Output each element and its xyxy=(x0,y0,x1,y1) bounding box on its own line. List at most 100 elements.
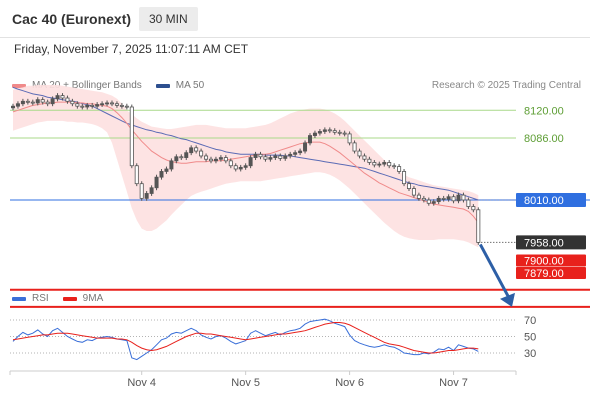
price-levels-layer xyxy=(10,109,590,308)
timeframe-button[interactable]: 30 MIN xyxy=(139,7,198,31)
price-legend: MA 20 + Bollinger Bands MA 50 xyxy=(12,80,218,91)
legend-9ma-label: 9MA xyxy=(82,293,104,304)
ma50-swatch xyxy=(155,83,170,88)
candle-body xyxy=(416,194,421,199)
candle-body xyxy=(213,158,218,162)
candle-body xyxy=(357,150,362,157)
candle-body xyxy=(263,156,268,160)
forecast-layer xyxy=(478,243,515,307)
candle-body xyxy=(139,183,144,199)
candle-body xyxy=(60,95,65,99)
candle-body xyxy=(258,153,263,158)
candle-body xyxy=(387,162,392,167)
candle-body xyxy=(90,104,95,107)
candle-body xyxy=(436,197,441,203)
candle-body xyxy=(342,132,347,135)
candle-body xyxy=(377,163,382,166)
candle-body xyxy=(85,104,90,108)
candle-body xyxy=(154,176,159,189)
candle-body xyxy=(322,129,327,132)
price-label-8010.00: 8010.00 xyxy=(524,195,564,207)
x-tick-label: Nov 6 xyxy=(335,377,364,389)
candle-body xyxy=(273,155,278,158)
candle-body xyxy=(149,187,154,194)
candle-body xyxy=(95,104,100,107)
candle-body xyxy=(367,158,372,163)
instrument-title: Cac 40 (Euronext) xyxy=(12,11,132,27)
x-axis: Nov 4 Nov 5 Nov 6 Nov 7 xyxy=(9,370,517,389)
candle-body xyxy=(293,152,298,155)
candle-body xyxy=(169,160,174,170)
candle-body xyxy=(471,206,476,211)
candle-body xyxy=(392,165,397,168)
candle-body xyxy=(110,102,115,105)
candle-body xyxy=(208,158,213,162)
candle-body xyxy=(30,101,35,104)
candle-body xyxy=(461,194,466,201)
candle-body xyxy=(184,152,189,158)
legend-item-rsi: RSI xyxy=(12,293,49,304)
candle-body xyxy=(20,100,25,105)
candle-body xyxy=(451,196,456,202)
price-tag-8010.00 xyxy=(516,193,586,207)
price-label-8086.00: 8086.00 xyxy=(524,133,564,145)
candle-body xyxy=(105,102,110,105)
candle-body xyxy=(228,160,233,167)
price-tag-7958.00 xyxy=(516,235,586,250)
rsi-swatch xyxy=(12,296,26,301)
candle-body xyxy=(317,131,322,134)
candle-body xyxy=(248,157,253,167)
candle-body xyxy=(312,132,317,136)
candle-body xyxy=(70,100,75,105)
candle-body xyxy=(406,183,411,189)
rsi-level-label-30: 30 xyxy=(524,348,536,360)
candle-body xyxy=(426,199,431,204)
candle-body xyxy=(402,171,407,185)
rsi-legend: RSI 9MA xyxy=(12,293,117,304)
price-label-8120.00: 8120.00 xyxy=(524,105,564,117)
price-tag-7900.00 xyxy=(516,254,586,267)
candle-body xyxy=(223,157,228,162)
candle-body xyxy=(307,135,312,144)
candles-layer xyxy=(10,93,481,245)
candle-body xyxy=(174,156,179,162)
legend-item-9ma: 9MA xyxy=(62,293,104,304)
candle-body xyxy=(397,166,402,172)
candle-body xyxy=(189,147,194,154)
candle-body xyxy=(204,155,209,160)
candle-body xyxy=(129,106,134,167)
candle-body xyxy=(218,157,223,160)
candle-body xyxy=(159,171,164,178)
candle-body xyxy=(421,197,426,201)
candle-body xyxy=(119,104,124,107)
candle-body xyxy=(199,150,204,157)
legend-rsi-label: RSI xyxy=(32,293,49,304)
candle-body xyxy=(10,105,15,109)
price-label-7900.00: 7900.00 xyxy=(524,256,564,268)
price-label-7958.00: 7958.00 xyxy=(524,237,564,249)
rsi-ma-line xyxy=(12,322,479,354)
candle-body xyxy=(327,129,332,132)
candle-body xyxy=(25,100,30,103)
candle-body xyxy=(278,155,283,159)
x-tick-label: Nov 5 xyxy=(231,377,260,389)
ma20-line xyxy=(12,101,479,224)
candle-body xyxy=(40,99,45,103)
candle-body xyxy=(65,97,70,102)
candle-body xyxy=(194,147,199,152)
rsi-line xyxy=(12,318,479,361)
candle-body xyxy=(288,153,293,157)
candle-body xyxy=(114,103,119,106)
candle-body xyxy=(456,194,461,202)
price-label-7879.00: 7879.00 xyxy=(524,268,564,280)
forecast-arrow-head xyxy=(500,292,515,307)
candle-body xyxy=(303,142,308,152)
candle-body xyxy=(238,166,243,170)
candle-body xyxy=(124,105,129,108)
candle-body xyxy=(352,142,357,152)
x-tick-label: Nov 4 xyxy=(127,377,156,389)
rsi-panel: 70 50 30 xyxy=(10,315,536,361)
candle-body xyxy=(35,99,40,104)
legend-ma50-label: MA 50 xyxy=(175,80,205,91)
